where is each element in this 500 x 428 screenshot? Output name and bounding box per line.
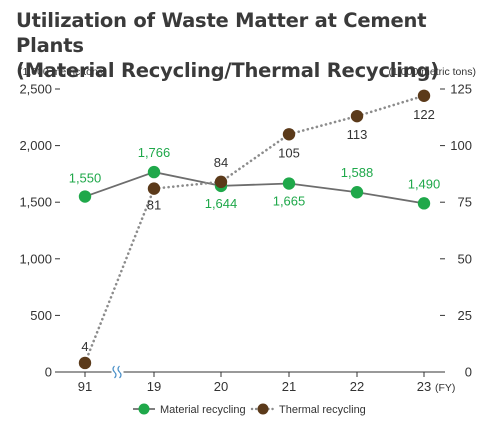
data-point-material — [282, 177, 296, 190]
x-axis-unit: (FY) — [435, 382, 455, 394]
legend-marker — [257, 403, 269, 415]
x-tick-label: 23 — [417, 379, 431, 394]
left-tick-label: 0 — [45, 365, 52, 380]
left-tick-label: 500 — [30, 308, 52, 323]
right-axis-unit: (1,000 metric tons) — [388, 66, 476, 78]
right-tick-label: 25 — [458, 308, 472, 323]
data-label-material: 1,665 — [273, 194, 306, 209]
chart-title-line1: Utilization of Waste Matter at Cement Pl… — [16, 9, 427, 57]
chart-title-line2: (Material Recycling/Thermal Recycling) — [16, 59, 439, 82]
right-tick-label: 125 — [450, 82, 472, 97]
left-tick-label: 2,000 — [19, 138, 52, 153]
x-tick-label: 22 — [350, 379, 364, 394]
right-tick-label: 75 — [458, 195, 472, 210]
legend-label: Material recycling — [160, 404, 246, 416]
data-point-material — [417, 197, 431, 210]
data-point-thermal — [282, 128, 296, 141]
data-label-thermal: 4 — [81, 339, 88, 354]
data-point-thermal — [147, 182, 161, 195]
data-label-material: 1,766 — [138, 145, 171, 160]
axis-break-icon — [117, 365, 122, 379]
right-tick-label: 50 — [458, 251, 472, 266]
x-tick-label: 91 — [78, 379, 92, 394]
data-label-material: 1,644 — [205, 196, 238, 211]
series-line-material — [84, 171, 425, 205]
left-tick-label: 1,000 — [19, 251, 52, 266]
axis-break-icon — [112, 365, 117, 379]
legend-marker — [138, 403, 150, 415]
left-tick-label: 2,500 — [19, 82, 52, 97]
data-point-thermal — [214, 175, 228, 189]
right-tick-label: 100 — [450, 138, 472, 153]
data-label-thermal: 84 — [214, 155, 228, 170]
data-point-material — [350, 186, 364, 199]
data-label-material: 1,490 — [408, 176, 441, 191]
data-label-material: 1,550 — [69, 171, 102, 186]
data-point-thermal — [417, 89, 431, 102]
x-tick-label: 20 — [214, 379, 228, 394]
x-tick-label: 19 — [147, 379, 161, 394]
chart-title: Utilization of Waste Matter at Cement Pl… — [16, 8, 500, 83]
data-label-thermal: 122 — [413, 107, 435, 122]
x-tick-label: 21 — [282, 379, 296, 394]
data-label-thermal: 105 — [278, 145, 300, 160]
data-point-material — [78, 190, 92, 203]
legend-label: Thermal recycling — [279, 404, 366, 416]
series-line-thermal — [83, 94, 426, 365]
data-label-thermal: 113 — [347, 127, 368, 142]
data-label-thermal: 81 — [147, 198, 161, 213]
left-axis-unit: (1,000 metric tons) — [19, 66, 107, 78]
data-point-material — [147, 165, 161, 179]
left-tick-label: 1,500 — [19, 195, 52, 210]
data-point-thermal — [350, 109, 364, 123]
data-point-thermal — [78, 356, 92, 370]
right-tick-label: 0 — [465, 365, 472, 380]
data-label-material: 1,588 — [341, 165, 374, 180]
